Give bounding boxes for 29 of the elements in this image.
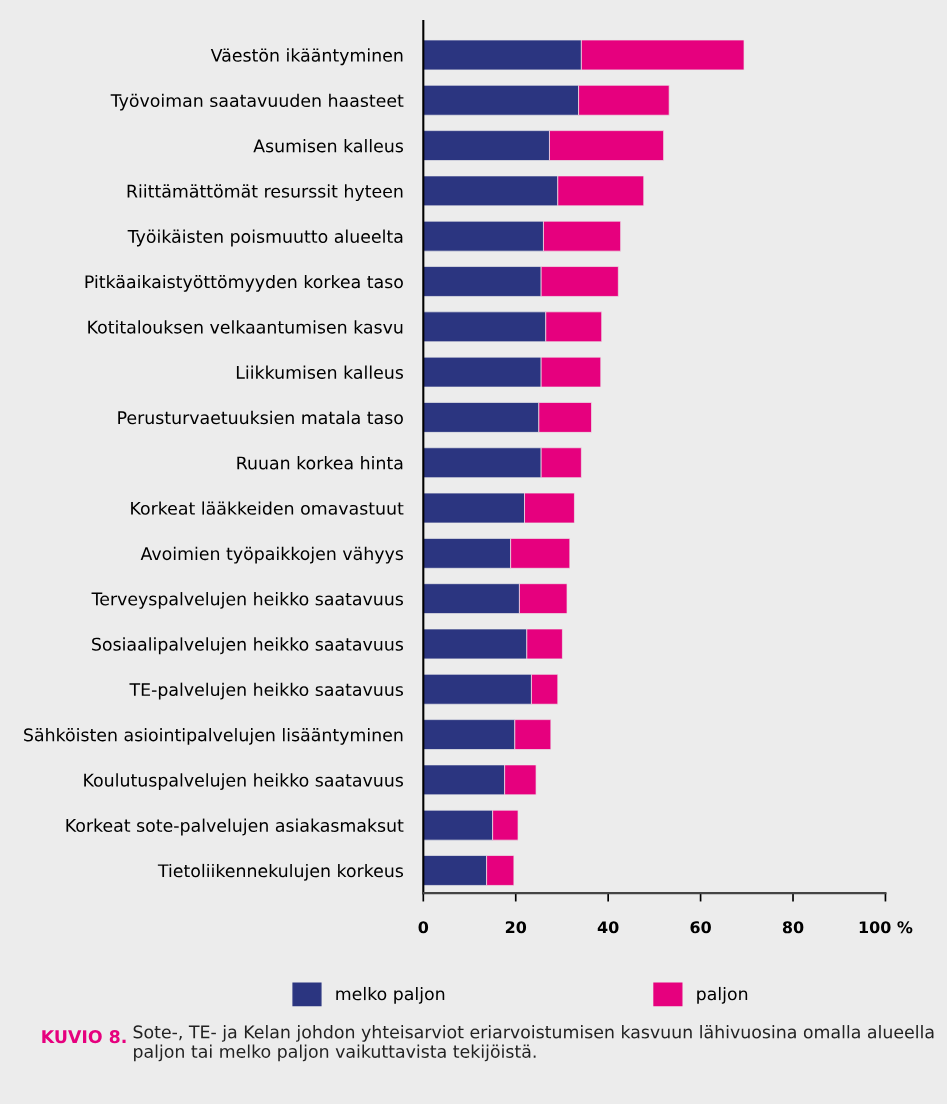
- y-tick-label: Koulutuspalvelujen heikko saatavuus: [84, 773, 404, 791]
- y-tick-label: Korkeat lääkkeiden omavastuut: [131, 501, 404, 515]
- y-tick-label: Sähköisten asiointipalvelujen lisääntyminen: [24, 727, 403, 745]
- x-tick-label: 40: [597, 921, 619, 934]
- y-tick-label: Asumisen kalleus: [253, 138, 404, 153]
- y-tick-label: Ruuan korkea hinta: [237, 456, 403, 470]
- y-tick-label: Pitkäaikaistyöttömyyden korkea taso: [85, 274, 403, 292]
- legend-label: melko paljon: [336, 986, 445, 1004]
- y-tick-label: Riittämättömät resurssit hyteen: [127, 184, 403, 202]
- y-tick-label: Perusturvaetuuksien matala taso: [118, 410, 403, 425]
- y-tick-label: Työvoiman saatavuuden haasteet: [110, 93, 404, 111]
- y-tick-label: Kotitalouksen velkaantumisen kasvu: [88, 320, 403, 334]
- y-tick-label: TE-palvelujen heikko saatavuus: [129, 682, 404, 700]
- y-tick-label: Terveyspalvelujen heikko saatavuus: [91, 592, 404, 609]
- y-tick-label: Korkeat sote-palvelujen asiakasmaksut: [66, 818, 404, 836]
- y-tick-label: Liikkumisen kalleus: [236, 365, 404, 379]
- x-tick-label: 60: [690, 921, 711, 934]
- y-tick-label: Väestön ikääntyminen: [210, 48, 403, 66]
- x-tick-label: 20: [505, 921, 527, 934]
- y-tick-label: Työikäisten poismuutto alueelta: [127, 229, 403, 247]
- text: KUVIO 8.: [42, 1030, 126, 1044]
- text: Sote-, TE- ja Kelan johdon yhteisarviot eriarvoistumisen kasvuun lähivuosina omalla alueella paljon tai melko paljon vaikuttavista tekijöistä.: [133, 1025, 934, 1062]
- x-tick-label: 80: [782, 921, 804, 934]
- y-tick-label: Tietoliikennekulujen korkeus: [157, 863, 404, 881]
- x-tick-label: 0: [418, 921, 429, 934]
- y-tick-label: Avoimien työpaikkojen vähyys: [140, 546, 404, 564]
- x-tick-label: 100 %: [859, 921, 913, 934]
- y-tick-label: Sosiaalipalvelujen heikko saatavuus: [92, 637, 404, 655]
- legend-label: paljon: [697, 986, 748, 1004]
